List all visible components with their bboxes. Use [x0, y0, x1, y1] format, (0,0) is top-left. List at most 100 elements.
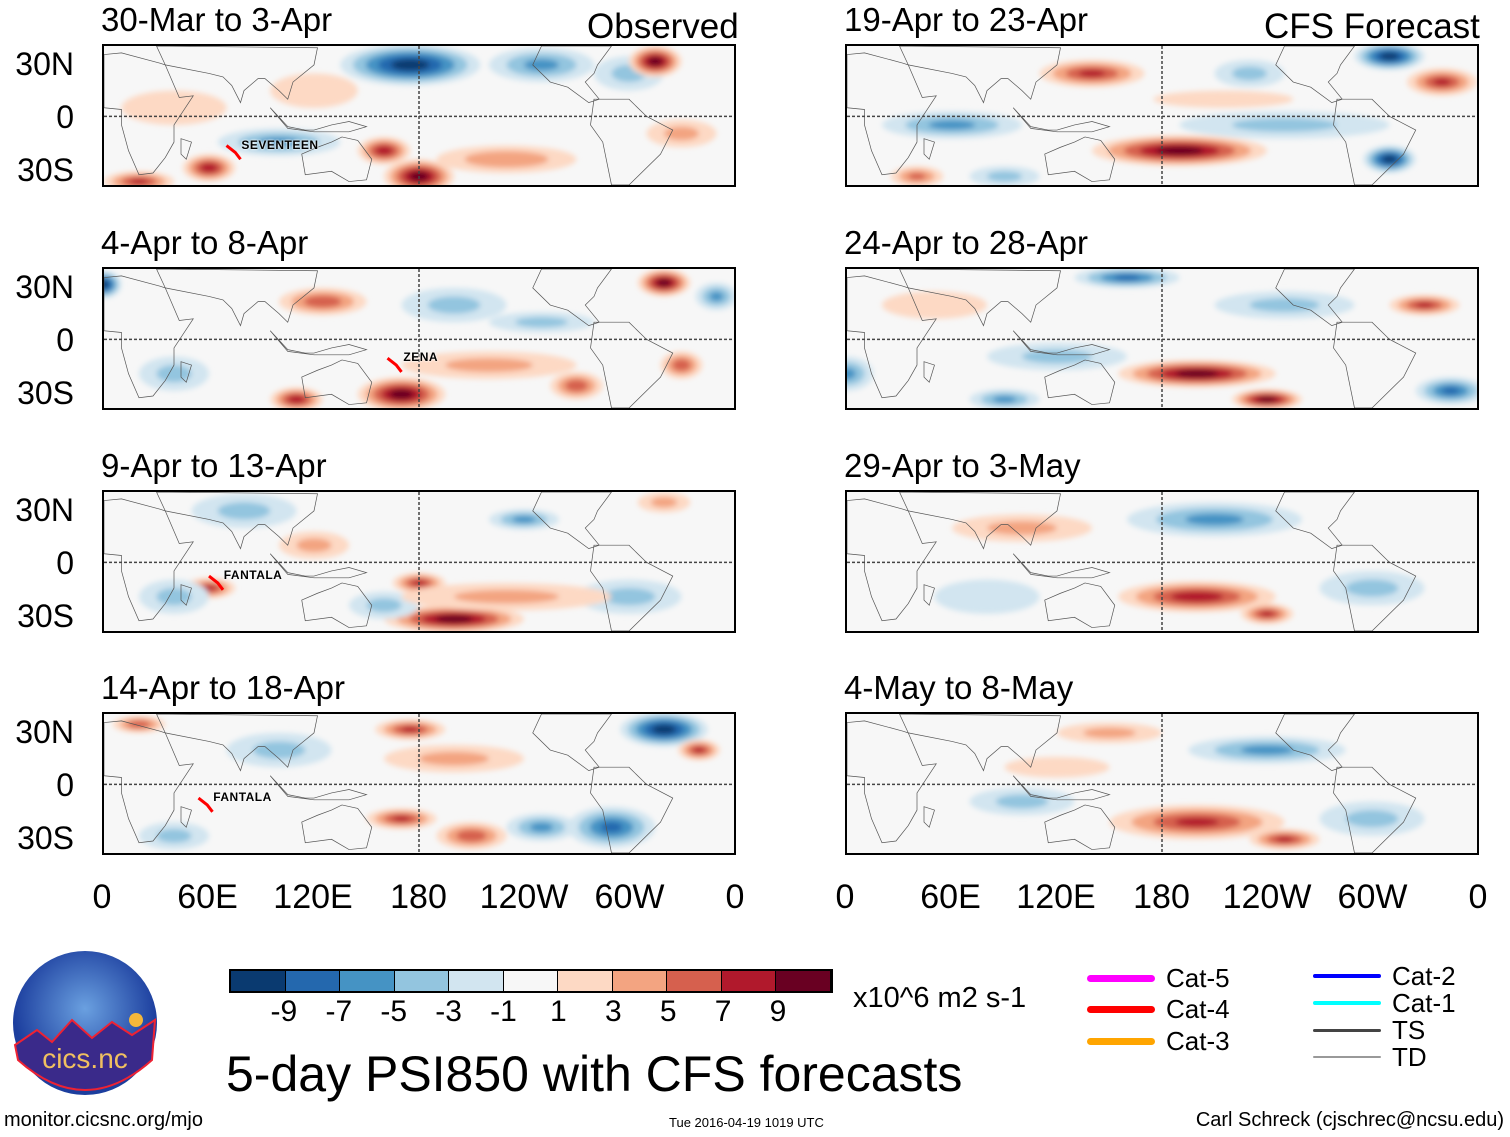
coastline — [1334, 99, 1416, 185]
map-panel: ZENA — [102, 267, 736, 410]
lat-tick-label: 30S — [17, 375, 74, 411]
legend-label: Cat-1 — [1392, 988, 1456, 1018]
anomaly-contour — [672, 359, 691, 371]
forecast-label: CFS Forecast — [1264, 7, 1480, 46]
coastline — [924, 139, 935, 160]
anomaly-contour — [1442, 387, 1460, 395]
coastline — [270, 776, 366, 800]
coastline — [924, 807, 935, 828]
cics-logo: cics.nc — [13, 951, 157, 1095]
panel-title: 4-May to 8-May — [844, 669, 1074, 706]
anomaly-contour — [1257, 396, 1277, 403]
lat-tick-label: 30N — [15, 492, 74, 528]
anomaly-contour — [445, 358, 533, 372]
anomaly-contour — [296, 538, 332, 553]
panel-title: 30-Mar to 3-Apr — [101, 1, 333, 38]
coastline — [181, 585, 192, 606]
panel-title: 4-Apr to 8-Apr — [101, 224, 309, 261]
coastline — [270, 554, 366, 578]
coastline — [924, 362, 935, 383]
anomaly-contour — [995, 794, 1049, 809]
coastline — [157, 492, 318, 549]
coastline — [302, 137, 372, 182]
anomaly-contour — [1379, 52, 1400, 61]
lon-tick-label: 120W — [1222, 878, 1312, 916]
legend-label: Cat-2 — [1392, 961, 1456, 991]
storm-label: FANTALA — [223, 568, 283, 583]
legend-label: TD — [1392, 1042, 1427, 1072]
anomaly-contour — [1170, 591, 1224, 602]
lat-tick-label: 0 — [56, 767, 74, 803]
storm-track — [388, 358, 402, 372]
map-panel: FANTALA — [102, 712, 736, 855]
lat-tick-label: 30N — [15, 714, 74, 750]
coastline — [533, 492, 612, 549]
colorbar-label: -3 — [435, 995, 462, 1028]
colorbar-swatch — [667, 971, 722, 991]
lat-tick-label: 30S — [17, 820, 74, 856]
colorbar-swatch — [612, 971, 668, 991]
colorbar-swatch — [776, 971, 832, 991]
storm-track — [199, 798, 213, 812]
colorbar-swatch — [558, 971, 613, 991]
anomaly-contour — [427, 296, 481, 314]
anomaly-contour — [1240, 745, 1294, 755]
lon-tick-label: 180 — [390, 878, 447, 916]
map-panel: SEVENTEEN — [102, 44, 736, 187]
anomaly-contour — [1275, 836, 1294, 842]
anomaly-contour — [1433, 78, 1451, 86]
anomaly-contour — [602, 588, 656, 606]
colorbar-label: -1 — [490, 995, 517, 1028]
anomaly-contour — [156, 365, 192, 383]
anomaly-contour — [156, 588, 192, 606]
anomaly-contour — [156, 828, 192, 843]
lon-tick-label: 0 — [725, 878, 745, 916]
anomaly-contour — [992, 395, 1017, 403]
anomaly-contour — [1185, 513, 1244, 526]
legend-line — [1087, 1037, 1155, 1045]
anomaly-contour — [392, 816, 411, 822]
anomaly-contour — [1175, 369, 1219, 378]
footer-url[interactable]: monitor.cicsnc.org/mjo — [4, 1109, 203, 1131]
figure-title: 5-day PSI850 with CFS forecasts — [226, 1046, 963, 1102]
coastline — [302, 583, 372, 628]
coastline — [181, 807, 192, 828]
footer-author: Carl Schreck (cjschrec@ncsu.edu) — [1195, 1109, 1504, 1131]
legend-line — [1313, 974, 1381, 978]
coastline — [1334, 322, 1416, 408]
anomaly-contour — [127, 720, 151, 728]
coastline — [1276, 269, 1355, 326]
colorbar-label: 1 — [550, 995, 567, 1028]
lat-tick-label: 30N — [15, 46, 74, 82]
anomaly-contour — [656, 278, 672, 287]
lon-tick-label: 0 — [1468, 878, 1488, 916]
coastline — [270, 108, 366, 132]
lon-tick-label: 0 — [835, 878, 855, 916]
legend-line — [1313, 1001, 1381, 1005]
coastline — [533, 269, 612, 326]
storm-label: SEVENTEEN — [241, 137, 319, 152]
coastline — [104, 721, 193, 843]
coastline — [847, 53, 936, 175]
panel-title: 19-Apr to 23-Apr — [844, 1, 1088, 38]
storm-label: ZENA — [403, 350, 439, 365]
colorbar-label: -5 — [380, 995, 408, 1028]
coastline — [924, 585, 935, 606]
storm-label: FANTALA — [213, 790, 272, 805]
coastline — [104, 53, 193, 175]
anomaly-contour — [847, 367, 856, 380]
anomaly-contour — [928, 120, 976, 130]
anomaly-contour — [202, 585, 216, 591]
anomaly-contour — [454, 589, 559, 604]
anomaly-contour — [1004, 756, 1110, 778]
anomaly-contour — [529, 822, 554, 832]
coastline — [181, 139, 192, 160]
lat-tick-label: 30S — [17, 152, 74, 188]
colorbar-swatch — [721, 971, 777, 991]
colorbar-swatch — [231, 971, 286, 991]
panel-title: 29-Apr to 3-May — [844, 447, 1081, 484]
coastline — [1334, 545, 1416, 631]
lat-tick-label: 0 — [56, 99, 74, 135]
lat-tick-label: 0 — [56, 545, 74, 581]
